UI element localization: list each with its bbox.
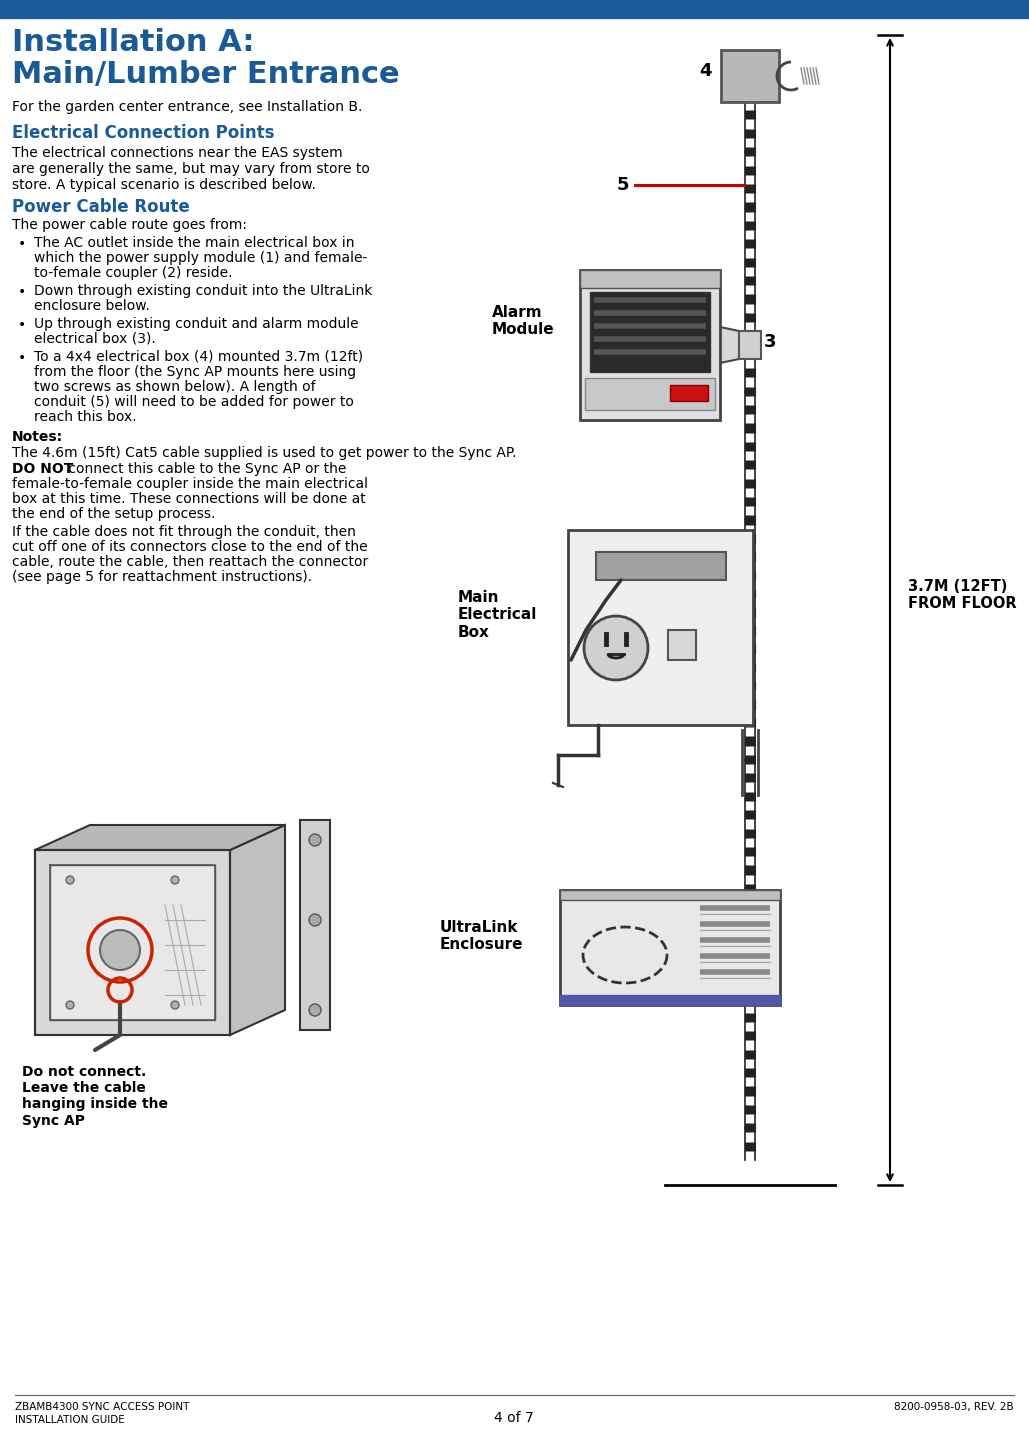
- Text: box at this time. These connections will be done at: box at this time. These connections will…: [12, 492, 365, 507]
- Bar: [670, 385, 708, 400]
- Circle shape: [309, 914, 321, 926]
- Text: Main
Electrical
Box: Main Electrical Box: [458, 590, 537, 640]
- Text: conduit (5) will need to be added for power to: conduit (5) will need to be added for po…: [34, 395, 354, 409]
- Text: reach this box.: reach this box.: [34, 410, 137, 423]
- Circle shape: [100, 930, 140, 970]
- Text: which the power supply module (1) and female-: which the power supply module (1) and fe…: [34, 251, 367, 265]
- Text: are generally the same, but may vary from store to: are generally the same, but may vary fro…: [12, 162, 369, 177]
- Text: For the garden center entrance, see Installation B.: For the garden center entrance, see Inst…: [12, 100, 362, 113]
- Bar: [668, 630, 696, 660]
- Text: DO NOT: DO NOT: [12, 462, 73, 476]
- Text: Alarm
Module: Alarm Module: [492, 306, 555, 337]
- Circle shape: [584, 616, 648, 680]
- Text: (see page 5 for reattachment instructions).: (see page 5 for reattachment instruction…: [12, 570, 312, 584]
- Circle shape: [171, 1002, 179, 1009]
- Text: cable, route the cable, then reattach the connector: cable, route the cable, then reattach th…: [12, 555, 368, 570]
- Polygon shape: [35, 825, 285, 850]
- Text: from the floor (the Sync AP mounts here using: from the floor (the Sync AP mounts here …: [34, 364, 356, 379]
- Text: •: •: [17, 352, 27, 364]
- Circle shape: [66, 1002, 74, 1009]
- Text: Installation A:: Installation A:: [12, 29, 254, 57]
- Text: If the cable does not fit through the conduit, then: If the cable does not fit through the co…: [12, 525, 356, 540]
- Bar: [739, 331, 761, 359]
- Bar: [560, 890, 780, 1004]
- Bar: [596, 552, 726, 580]
- Text: Notes:: Notes:: [12, 430, 63, 443]
- Polygon shape: [720, 327, 739, 363]
- Polygon shape: [300, 819, 330, 1030]
- Text: 1: 1: [655, 557, 667, 575]
- Text: The 4.6m (15ft) Cat5 cable supplied is used to get power to the Sync AP.: The 4.6m (15ft) Cat5 cable supplied is u…: [12, 446, 517, 461]
- Text: 3.7M (12FT)
FROM FLOOR: 3.7M (12FT) FROM FLOOR: [908, 578, 1017, 611]
- Text: ZBAMB4300 SYNC ACCESS POINT: ZBAMB4300 SYNC ACCESS POINT: [15, 1402, 189, 1412]
- Text: •: •: [17, 286, 27, 298]
- Circle shape: [309, 834, 321, 847]
- Text: 5: 5: [617, 177, 630, 194]
- Bar: [721, 50, 779, 102]
- Bar: [586, 377, 715, 410]
- Bar: [560, 994, 780, 1004]
- Text: 2: 2: [657, 630, 668, 649]
- Text: The electrical connections near the EAS system: The electrical connections near the EAS …: [12, 146, 343, 159]
- Bar: [590, 291, 710, 372]
- Text: store. A typical scenario is described below.: store. A typical scenario is described b…: [12, 178, 316, 192]
- Circle shape: [309, 1004, 321, 1016]
- Text: the end of the setup process.: the end of the setup process.: [12, 507, 215, 521]
- Polygon shape: [35, 850, 230, 1035]
- Bar: [0, 0, 1029, 19]
- Text: Do not connect.
Leave the cable
hanging inside the
Sync AP: Do not connect. Leave the cable hanging …: [22, 1065, 168, 1128]
- Text: Electrical Connection Points: Electrical Connection Points: [12, 123, 275, 142]
- Circle shape: [66, 875, 74, 884]
- Text: UltraLink
Enclosure: UltraLink Enclosure: [440, 920, 524, 953]
- Bar: [560, 890, 780, 900]
- Text: 4: 4: [699, 62, 711, 80]
- Polygon shape: [230, 825, 285, 1035]
- Text: Main/Lumber Entrance: Main/Lumber Entrance: [12, 60, 399, 89]
- Text: enclosure below.: enclosure below.: [34, 298, 150, 313]
- Text: 3: 3: [764, 333, 777, 352]
- Text: •: •: [17, 319, 27, 331]
- Text: 4 of 7: 4 of 7: [494, 1411, 534, 1425]
- Text: Power Cable Route: Power Cable Route: [12, 198, 189, 217]
- Text: cut off one of its connectors close to the end of the: cut off one of its connectors close to t…: [12, 540, 367, 554]
- Circle shape: [171, 875, 179, 884]
- Text: to-female coupler (2) reside.: to-female coupler (2) reside.: [34, 265, 233, 280]
- Text: two screws as shown below). A length of: two screws as shown below). A length of: [34, 380, 316, 395]
- Text: To a 4x4 electrical box (4) mounted 3.7m (12ft): To a 4x4 electrical box (4) mounted 3.7m…: [34, 350, 363, 364]
- Text: Down through existing conduit into the UltraLink: Down through existing conduit into the U…: [34, 284, 372, 298]
- Text: INSTALLATION GUIDE: INSTALLATION GUIDE: [15, 1415, 125, 1425]
- Text: 2: 2: [598, 382, 607, 396]
- Text: connect this cable to the Sync AP or the: connect this cable to the Sync AP or the: [64, 462, 347, 476]
- Bar: [580, 270, 720, 420]
- Polygon shape: [50, 865, 215, 1020]
- Text: •: •: [17, 237, 27, 251]
- Text: The power cable route goes from:: The power cable route goes from:: [12, 218, 247, 232]
- Text: The AC outlet inside the main electrical box in: The AC outlet inside the main electrical…: [34, 235, 355, 250]
- Bar: [580, 270, 720, 288]
- Text: female-to-female coupler inside the main electrical: female-to-female coupler inside the main…: [12, 476, 368, 491]
- Text: electrical box (3).: electrical box (3).: [34, 331, 155, 346]
- Text: 8200-0958-03, REV. 2B: 8200-0958-03, REV. 2B: [894, 1402, 1014, 1412]
- Text: Up through existing conduit and alarm module: Up through existing conduit and alarm mo…: [34, 317, 359, 331]
- Bar: [568, 530, 753, 725]
